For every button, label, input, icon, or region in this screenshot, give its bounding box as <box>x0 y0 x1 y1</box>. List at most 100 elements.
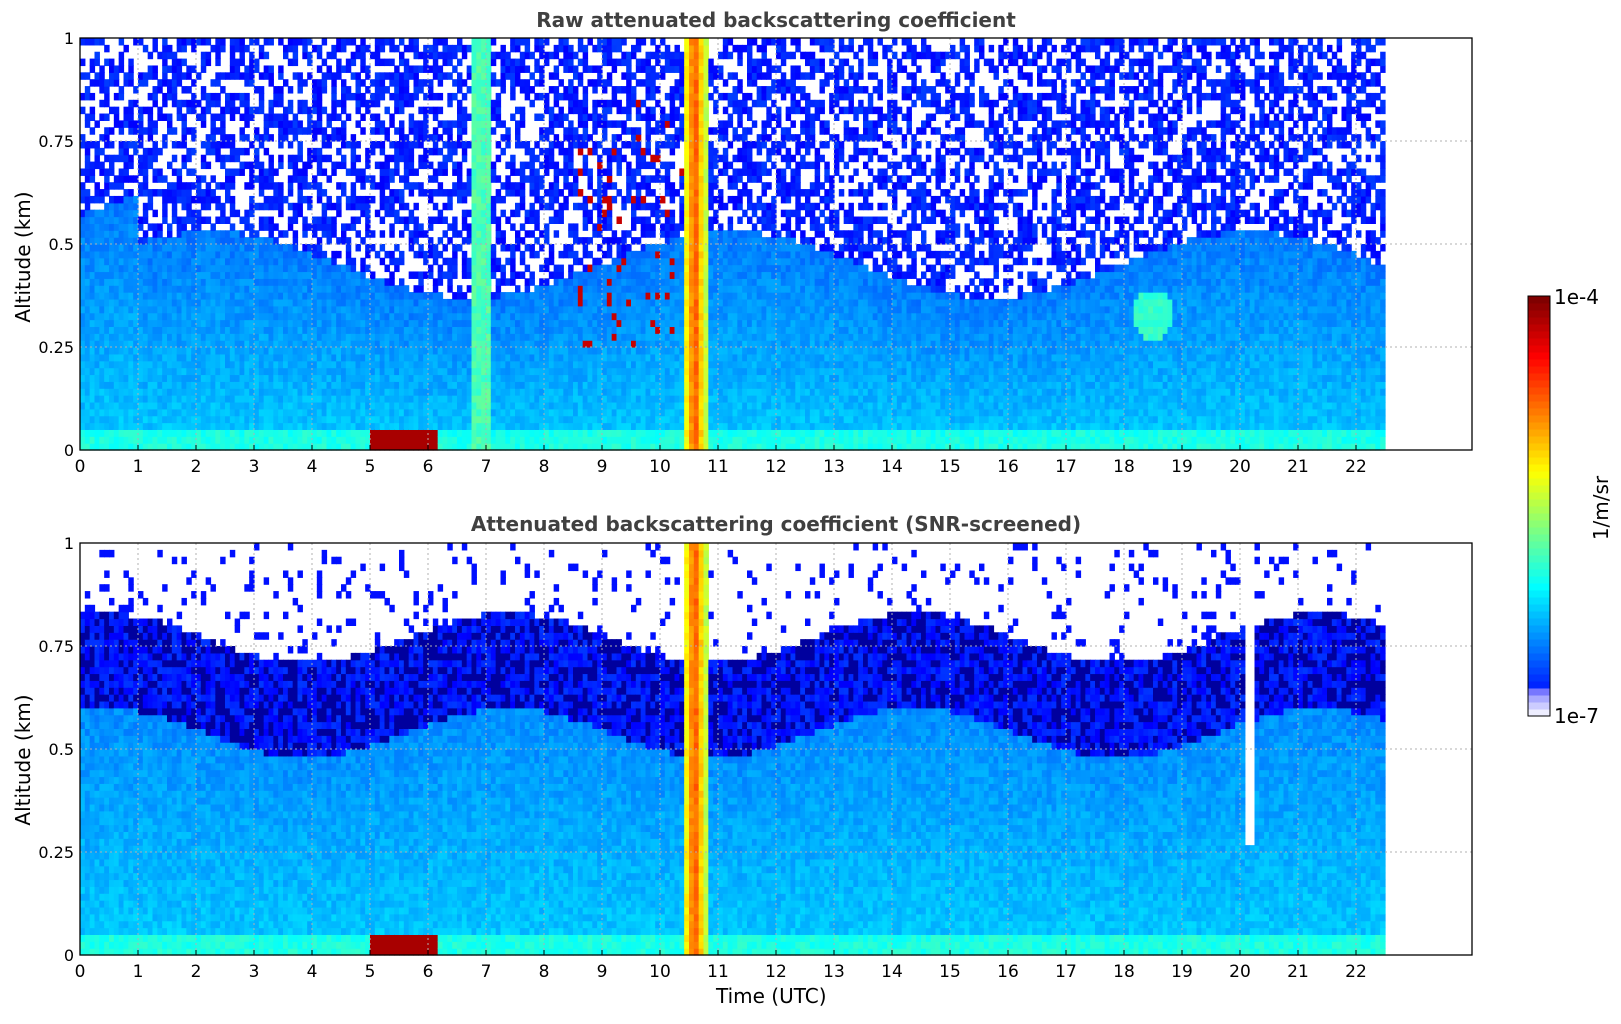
heatmap-cell <box>128 416 133 423</box>
heatmap-cell <box>206 374 211 381</box>
heatmap-cell <box>356 72 361 79</box>
heatmap-cell <box>588 38 593 45</box>
heatmap-cell <box>206 107 211 114</box>
heatmap-cell <box>119 210 124 217</box>
heatmap-cell <box>341 93 346 100</box>
heatmap-cell <box>336 65 341 72</box>
heatmap-cell <box>177 285 182 292</box>
heatmap-cell <box>254 395 259 402</box>
heatmap-cell <box>380 326 385 333</box>
heatmap-cell <box>592 388 597 395</box>
heatmap-cell <box>322 168 327 175</box>
heatmap-cell <box>167 423 172 430</box>
heatmap-cell <box>530 210 535 217</box>
heatmap-cell <box>302 340 307 347</box>
heatmap-cell <box>501 79 506 86</box>
heatmap-cell <box>278 155 283 162</box>
heatmap-cell <box>404 326 409 333</box>
heatmap-cell <box>244 374 249 381</box>
heatmap-cell <box>264 347 269 354</box>
heatmap-cell <box>443 52 448 59</box>
heatmap-cell <box>143 347 148 354</box>
heatmap-cell <box>573 333 578 340</box>
heatmap-cell <box>104 340 109 347</box>
heatmap-cell <box>438 347 443 354</box>
heatmap-cell <box>211 223 216 230</box>
heatmap-cell <box>240 368 245 375</box>
heatmap-cell <box>269 402 274 409</box>
heatmap-cell <box>578 333 583 340</box>
heatmap-cell <box>501 306 506 313</box>
heatmap-cell <box>109 388 114 395</box>
heatmap-cell <box>563 38 568 45</box>
heatmap-cell <box>491 292 496 299</box>
heatmap-cell <box>534 65 539 72</box>
heatmap-cell <box>254 381 259 388</box>
heatmap-cell <box>447 429 452 436</box>
heatmap-cell <box>433 368 438 375</box>
heatmap-cell <box>225 168 230 175</box>
heatmap-cell <box>554 340 559 347</box>
heatmap-cell <box>85 326 90 333</box>
heatmap-cell <box>336 148 341 155</box>
heatmap-cell <box>273 258 278 265</box>
heatmap-cell <box>162 114 167 121</box>
heatmap-cell <box>588 271 593 278</box>
heatmap-cell <box>409 210 414 217</box>
heatmap-cell <box>293 237 298 244</box>
heatmap-cell <box>317 155 322 162</box>
heatmap-cell <box>486 196 491 203</box>
heatmap-cell <box>157 265 162 272</box>
heatmap-cell <box>273 306 278 313</box>
heatmap-cell <box>327 196 332 203</box>
heatmap-cell <box>331 162 336 169</box>
heatmap-cell <box>302 423 307 430</box>
heatmap-cell <box>99 278 104 285</box>
heatmap-cell <box>138 107 143 114</box>
heatmap-cell <box>501 436 506 443</box>
heatmap-cell <box>293 285 298 292</box>
heatmap-cell <box>157 107 162 114</box>
heatmap-cell <box>389 368 394 375</box>
heatmap-cell <box>438 395 443 402</box>
heatmap-cell <box>549 313 554 320</box>
heatmap-cell <box>269 416 274 423</box>
heatmap-cell <box>505 388 510 395</box>
heatmap-cell <box>186 299 191 306</box>
heatmap-cell <box>341 354 346 361</box>
heatmap-cell <box>452 120 457 127</box>
heatmap-cell <box>414 38 419 45</box>
heatmap-cell <box>269 388 274 395</box>
heatmap-cell <box>215 230 220 237</box>
heatmap-cell <box>544 134 549 141</box>
heatmap-cell <box>167 347 172 354</box>
heatmap-cell <box>491 203 496 210</box>
heatmap-cell <box>443 388 448 395</box>
heatmap-cell <box>563 114 568 121</box>
heatmap-cell <box>172 333 177 340</box>
heatmap-cell <box>85 114 90 121</box>
heatmap-cell <box>341 237 346 244</box>
heatmap-cell <box>409 388 414 395</box>
heatmap-cell <box>230 292 235 299</box>
heatmap-cell <box>148 423 153 430</box>
heatmap-cell <box>447 306 452 313</box>
heatmap-cell <box>283 107 288 114</box>
heatmap-cell <box>375 381 380 388</box>
heatmap-cell <box>472 436 477 443</box>
heatmap-cell <box>211 45 216 52</box>
heatmap-cell <box>177 217 182 224</box>
heatmap-cell <box>331 45 336 52</box>
heatmap-cell <box>375 354 380 361</box>
heatmap-cell <box>472 217 477 224</box>
heatmap-cell <box>588 347 593 354</box>
heatmap-cell <box>336 203 341 210</box>
heatmap-cell <box>254 237 259 244</box>
heatmap-cell <box>447 189 452 196</box>
heatmap-cell <box>182 381 187 388</box>
heatmap-cell <box>99 292 104 299</box>
heatmap-cell <box>409 320 414 327</box>
heatmap-cell <box>85 333 90 340</box>
heatmap-cell <box>356 381 361 388</box>
heatmap-cell <box>138 429 143 436</box>
